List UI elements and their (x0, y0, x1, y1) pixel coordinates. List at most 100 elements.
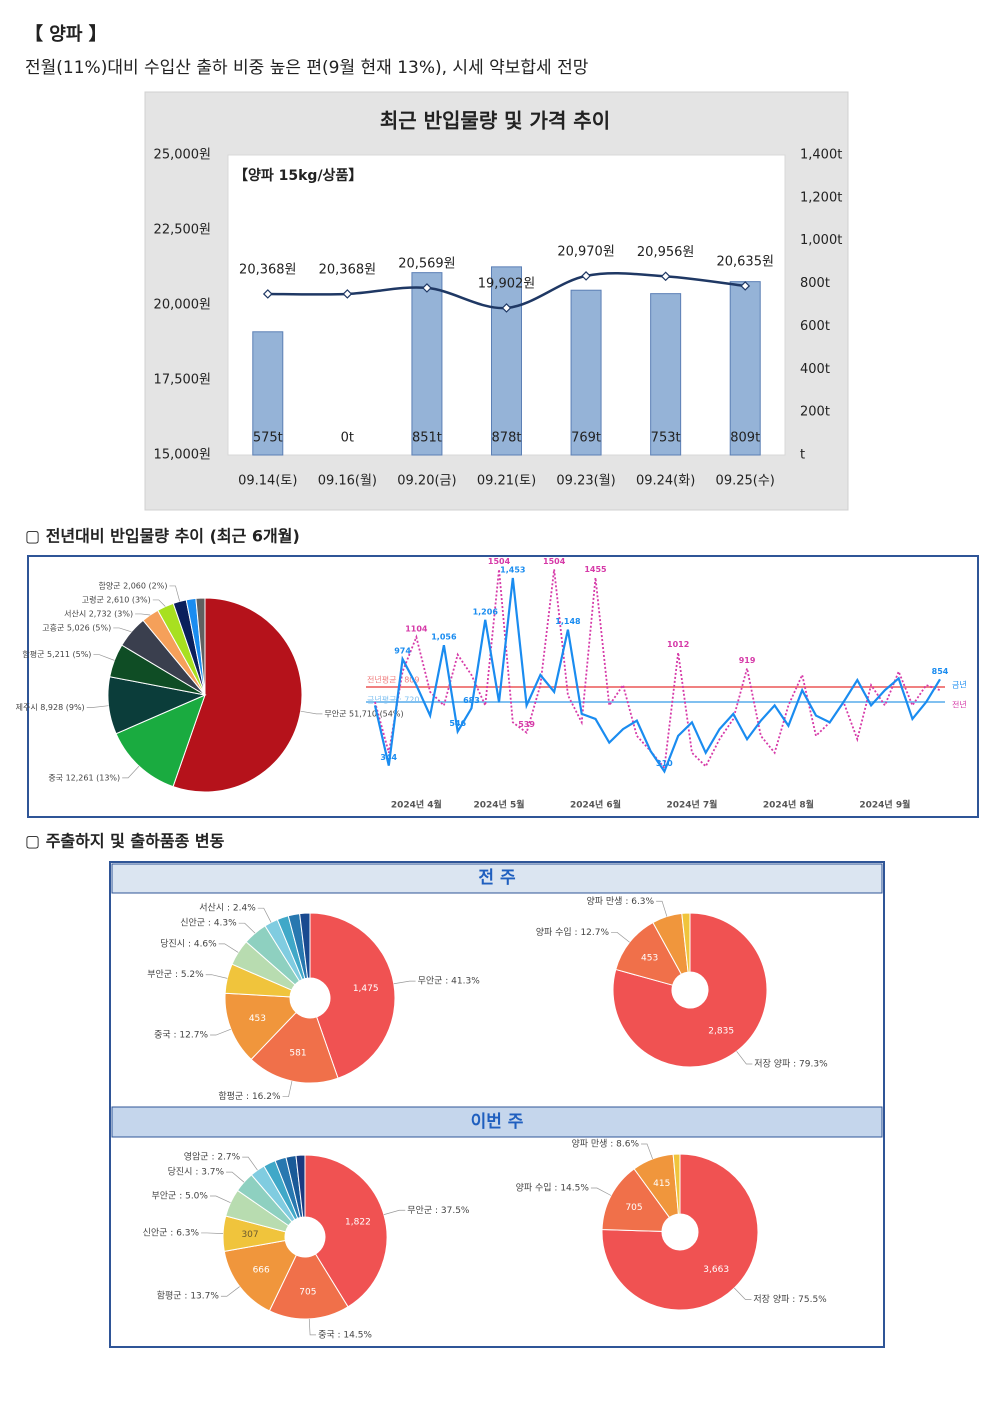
point-label: 19,902원 (478, 276, 535, 291)
point (740, 281, 751, 291)
leader-line (218, 943, 239, 953)
slice (224, 992, 297, 1061)
slice-label: 함평군 : 16.2% (218, 1091, 281, 1102)
leader-line (282, 1080, 293, 1098)
slice-label: 무안군 51,710 (54%) (324, 708, 403, 718)
slice-label: 신안군 : 6.3% (143, 1227, 200, 1238)
x-tick-label: 2024년 7월 (666, 799, 717, 811)
slice-label: 무안군 : 37.5% (407, 1205, 470, 1216)
slice-count: 705 (625, 1203, 642, 1213)
leader-line (300, 710, 323, 715)
slice-label: 고흥군 5,026 (5%) (42, 622, 111, 632)
leader-line (734, 1287, 752, 1300)
week-band (111, 863, 883, 894)
bar-label: 809t (730, 431, 760, 446)
point-label: 20,956원 (637, 245, 694, 260)
point (660, 271, 671, 282)
slice-label: 중국 12,261 (13%) (48, 773, 120, 782)
point-label: 1504 (543, 557, 566, 566)
y-tick-label: 20,000원 (154, 298, 211, 313)
point (581, 271, 591, 281)
point-label: 539 (518, 720, 535, 729)
slice-count: 3,663 (703, 1265, 729, 1275)
y2-tick-label: 1,200t (800, 190, 842, 205)
series-line (374, 569, 941, 771)
title: 【 양파 】 (25, 24, 107, 45)
point-label: 20,569원 (398, 256, 455, 271)
slice-label: 저장 양파 : 75.5% (753, 1294, 827, 1305)
x-tick-label: 2024년 5월 (474, 799, 525, 811)
point-label: 1504 (488, 557, 511, 566)
leader-line (113, 627, 132, 633)
leader-line (656, 900, 668, 917)
chart-title: 최근 반입물량 및 가격 추이 (380, 109, 610, 133)
slice-label: 함평군 5,211 (5%) (22, 649, 91, 659)
slice-count: 666 (253, 1266, 270, 1276)
point-label: 1,056 (431, 633, 457, 642)
section-title: ▢ 전년대비 반입물량 추이 (최근 6개월) (25, 527, 300, 546)
slice-count: 453 (641, 954, 658, 964)
leader-line (242, 1156, 258, 1171)
y2-tick-label: 200t (800, 405, 830, 420)
leader-line (209, 1195, 231, 1204)
slice-count: 2,835 (708, 1026, 734, 1036)
y2-tick-label: 400t (800, 362, 830, 377)
bar-label: 753t (651, 431, 681, 446)
slice (601, 1168, 671, 1232)
x-tick-label: 2024년 9월 (859, 799, 910, 811)
leader-line (611, 931, 630, 943)
x-tick-label: 09.24(화) (636, 474, 695, 489)
leader-line (152, 599, 166, 607)
legend-label: 전년 (952, 700, 967, 710)
point-label: 344 (380, 753, 397, 762)
slice-label: 부안군 : 5.0% (152, 1191, 209, 1202)
annotation: 【양파 15kg/상품】 (234, 168, 362, 184)
slice-label: 저장 양파 : 79.3% (754, 1059, 828, 1070)
x-tick-label: 09.23(월) (556, 474, 615, 489)
panel (109, 861, 885, 1348)
slice (681, 912, 691, 973)
slice-label: 영암군 : 2.7% (184, 1151, 241, 1163)
slice-label: 제주시 8,928 (9%) (16, 703, 85, 712)
slice (195, 597, 206, 696)
slice-label: 함양군 2,060 (2%) (98, 581, 167, 590)
slice-label: 양파 만생 : 8.6% (571, 1138, 639, 1149)
point-label: 1,453 (500, 566, 525, 575)
slice-label: 서산시 2,732 (3%) (64, 608, 133, 618)
slice-count: 581 (289, 1049, 306, 1059)
slice (223, 1239, 297, 1312)
slice (295, 1154, 306, 1218)
y-tick-label: 17,500원 (154, 373, 211, 388)
point-label: 20,635원 (716, 254, 773, 269)
bar (729, 281, 761, 456)
bar-label: 575t (253, 431, 283, 446)
y-tick-label: 15,000원 (154, 448, 211, 463)
leader-line (93, 654, 115, 661)
point-label: 1104 (405, 625, 428, 634)
leader-line (641, 1143, 653, 1160)
point-label: 1012 (667, 640, 689, 649)
point-label: 1,148 (555, 617, 581, 626)
slice-label: 고령군 2,610 (3%) (82, 595, 151, 604)
point (422, 283, 432, 293)
week-label: 전 주 (478, 868, 516, 888)
slice-count: 453 (249, 1014, 266, 1024)
subtitle: 전월(11%)대비 수입산 출하 비중 높은 편(9월 현재 13%), 시세 … (25, 58, 589, 78)
slice (601, 1153, 759, 1311)
y2-tick-label: 1,000t (800, 233, 842, 248)
x-tick-label: 09.16(월) (318, 474, 377, 489)
leader-line (238, 922, 256, 934)
leader-line (257, 907, 272, 923)
y2-tick-label: 800t (800, 276, 830, 291)
slice-count: 1,475 (353, 984, 379, 994)
slice (612, 912, 768, 1068)
x-tick-label: 09.14(토) (238, 474, 297, 489)
bar (411, 272, 443, 456)
point-label: 919 (739, 656, 756, 665)
y2-tick-label: 600t (800, 319, 830, 334)
point-label: 546 (449, 719, 466, 728)
x-tick-label: 2024년 8월 (763, 799, 814, 811)
leader-line (86, 705, 109, 708)
slice-label: 함평군 : 13.7% (157, 1291, 220, 1302)
